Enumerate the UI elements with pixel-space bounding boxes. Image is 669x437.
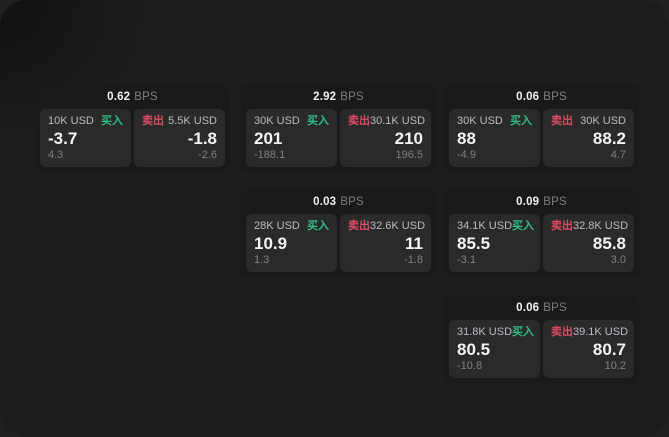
- buy-panel[interactable]: 34.1K USD 买入 85.5 -3.1: [449, 214, 540, 272]
- bps-unit-label: BPS: [543, 195, 567, 208]
- sell-price: 88.2: [592, 129, 626, 148]
- buy-price: 80.5: [457, 340, 491, 359]
- buy-amount: 34.1K USD: [457, 220, 513, 232]
- sell-price: 80.7: [592, 340, 626, 359]
- buy-button[interactable]: 买入: [512, 220, 535, 232]
- card-body: 30K USD 买入 88 -4.9 卖出 30K USD 88.2 4.7: [444, 109, 639, 167]
- buy-button[interactable]: 买入: [510, 115, 532, 127]
- card-header: 0.06 BPS: [444, 295, 639, 320]
- card-header: 0.06 BPS: [444, 84, 639, 109]
- buy-price: 88: [457, 129, 476, 148]
- card-header: 0.62 BPS: [35, 84, 230, 109]
- bps-value: 2.92: [313, 90, 337, 103]
- sell-button[interactable]: 卖出: [551, 220, 573, 232]
- sell-delta: 4.7: [610, 149, 626, 161]
- sell-panel[interactable]: 卖出 32.8K USD 85.8 3.0: [543, 214, 634, 272]
- buy-amount: 30K USD: [457, 115, 503, 127]
- sell-panel[interactable]: 卖出 32.6K USD 11 -1.8: [340, 214, 431, 272]
- buy-delta: -3.1: [457, 254, 476, 266]
- sell-delta: 196.5: [395, 149, 423, 161]
- bps-unit-label: BPS: [340, 90, 364, 103]
- bps-unit-label: BPS: [134, 90, 158, 103]
- buy-button[interactable]: 买入: [512, 326, 535, 338]
- bps-value: 0.06: [516, 90, 540, 103]
- sell-delta: -1.8: [404, 254, 423, 266]
- buy-delta: -10.8: [457, 360, 483, 372]
- buy-delta: 4.3: [48, 149, 64, 161]
- quote-card[interactable]: 0.09 BPS 34.1K USD 买入 85.5 -3.1 卖出 32.8K…: [444, 189, 639, 277]
- buy-amount: 31.8K USD: [457, 326, 513, 338]
- card-header: 0.03 BPS: [241, 189, 436, 214]
- buy-button[interactable]: 买入: [307, 115, 329, 127]
- buy-panel[interactable]: 31.8K USD 买入 80.5 -10.8: [449, 320, 540, 378]
- bps-value: 0.06: [516, 301, 540, 314]
- quote-card[interactable]: 0.06 BPS 31.8K USD 买入 80.5 -10.8 卖出 39.1…: [444, 295, 639, 383]
- sell-price: 85.8: [592, 234, 626, 253]
- buy-panel[interactable]: 30K USD 买入 88 -4.9: [449, 109, 540, 167]
- card-body: 10K USD 买入 -3.7 4.3 卖出 5.5K USD -1.8 -2.…: [35, 109, 230, 167]
- quote-card[interactable]: 0.06 BPS 30K USD 买入 88 -4.9 卖出 30K USD 8…: [444, 84, 639, 172]
- buy-panel[interactable]: 28K USD 买入 10.9 1.3: [246, 214, 337, 272]
- sell-button[interactable]: 卖出: [551, 115, 573, 127]
- card-header: 2.92 BPS: [241, 84, 436, 109]
- quote-card[interactable]: 0.03 BPS 28K USD 买入 10.9 1.3 卖出 32.6K US…: [241, 189, 436, 277]
- buy-price: -3.7: [48, 129, 78, 148]
- sell-price: 11: [405, 234, 423, 253]
- sell-button[interactable]: 卖出: [142, 115, 164, 127]
- sell-amount: 30.1K USD: [370, 115, 426, 127]
- sell-price: 210: [394, 129, 423, 148]
- sell-button[interactable]: 卖出: [348, 115, 370, 127]
- quote-card[interactable]: 0.62 BPS 10K USD 买入 -3.7 4.3 卖出 5.5K USD…: [35, 84, 230, 172]
- sell-amount: 39.1K USD: [573, 326, 629, 338]
- buy-price: 85.5: [457, 234, 491, 253]
- buy-delta: -188.1: [254, 149, 286, 161]
- buy-amount: 30K USD: [254, 115, 300, 127]
- buy-price: 10.9: [254, 234, 288, 253]
- bps-unit-label: BPS: [340, 195, 364, 208]
- sell-delta: -2.6: [198, 149, 217, 161]
- buy-panel[interactable]: 10K USD 买入 -3.7 4.3: [40, 109, 131, 167]
- sell-amount: 5.5K USD: [168, 115, 217, 127]
- quote-card[interactable]: 2.92 BPS 30K USD 买入 201 -188.1 卖出 30.1K …: [241, 84, 436, 172]
- sell-price: -1.8: [187, 129, 217, 148]
- card-body: 34.1K USD 买入 85.5 -3.1 卖出 32.8K USD 85.8…: [444, 214, 639, 272]
- buy-amount: 10K USD: [48, 115, 94, 127]
- buy-delta: -4.9: [457, 149, 476, 161]
- card-body: 28K USD 买入 10.9 1.3 卖出 32.6K USD 11 -1.8: [241, 214, 436, 272]
- sell-amount: 32.6K USD: [370, 220, 426, 232]
- buy-delta: 1.3: [254, 254, 270, 266]
- bps-value: 0.62: [107, 90, 131, 103]
- bps-unit-label: BPS: [543, 301, 567, 314]
- buy-button[interactable]: 买入: [307, 220, 329, 232]
- sell-button[interactable]: 卖出: [348, 220, 370, 232]
- card-body: 31.8K USD 买入 80.5 -10.8 卖出 39.1K USD 80.…: [444, 320, 639, 378]
- sell-panel[interactable]: 卖出 30K USD 88.2 4.7: [543, 109, 634, 167]
- sell-amount: 32.8K USD: [573, 220, 629, 232]
- sell-delta: 3.0: [610, 254, 626, 266]
- bps-value: 0.09: [516, 195, 540, 208]
- sell-button[interactable]: 卖出: [551, 326, 573, 338]
- buy-button[interactable]: 买入: [101, 115, 123, 127]
- sell-delta: 10.2: [604, 360, 626, 372]
- sell-amount: 30K USD: [580, 115, 626, 127]
- sell-panel[interactable]: 卖出 30.1K USD 210 196.5: [340, 109, 431, 167]
- card-body: 30K USD 买入 201 -188.1 卖出 30.1K USD 210 1…: [241, 109, 436, 167]
- bps-unit-label: BPS: [543, 90, 567, 103]
- card-header: 0.09 BPS: [444, 189, 639, 214]
- buy-amount: 28K USD: [254, 220, 300, 232]
- sell-panel[interactable]: 卖出 39.1K USD 80.7 10.2: [543, 320, 634, 378]
- buy-price: 201: [254, 129, 283, 148]
- buy-panel[interactable]: 30K USD 买入 201 -188.1: [246, 109, 337, 167]
- bps-value: 0.03: [313, 195, 337, 208]
- sell-panel[interactable]: 卖出 5.5K USD -1.8 -2.6: [134, 109, 225, 167]
